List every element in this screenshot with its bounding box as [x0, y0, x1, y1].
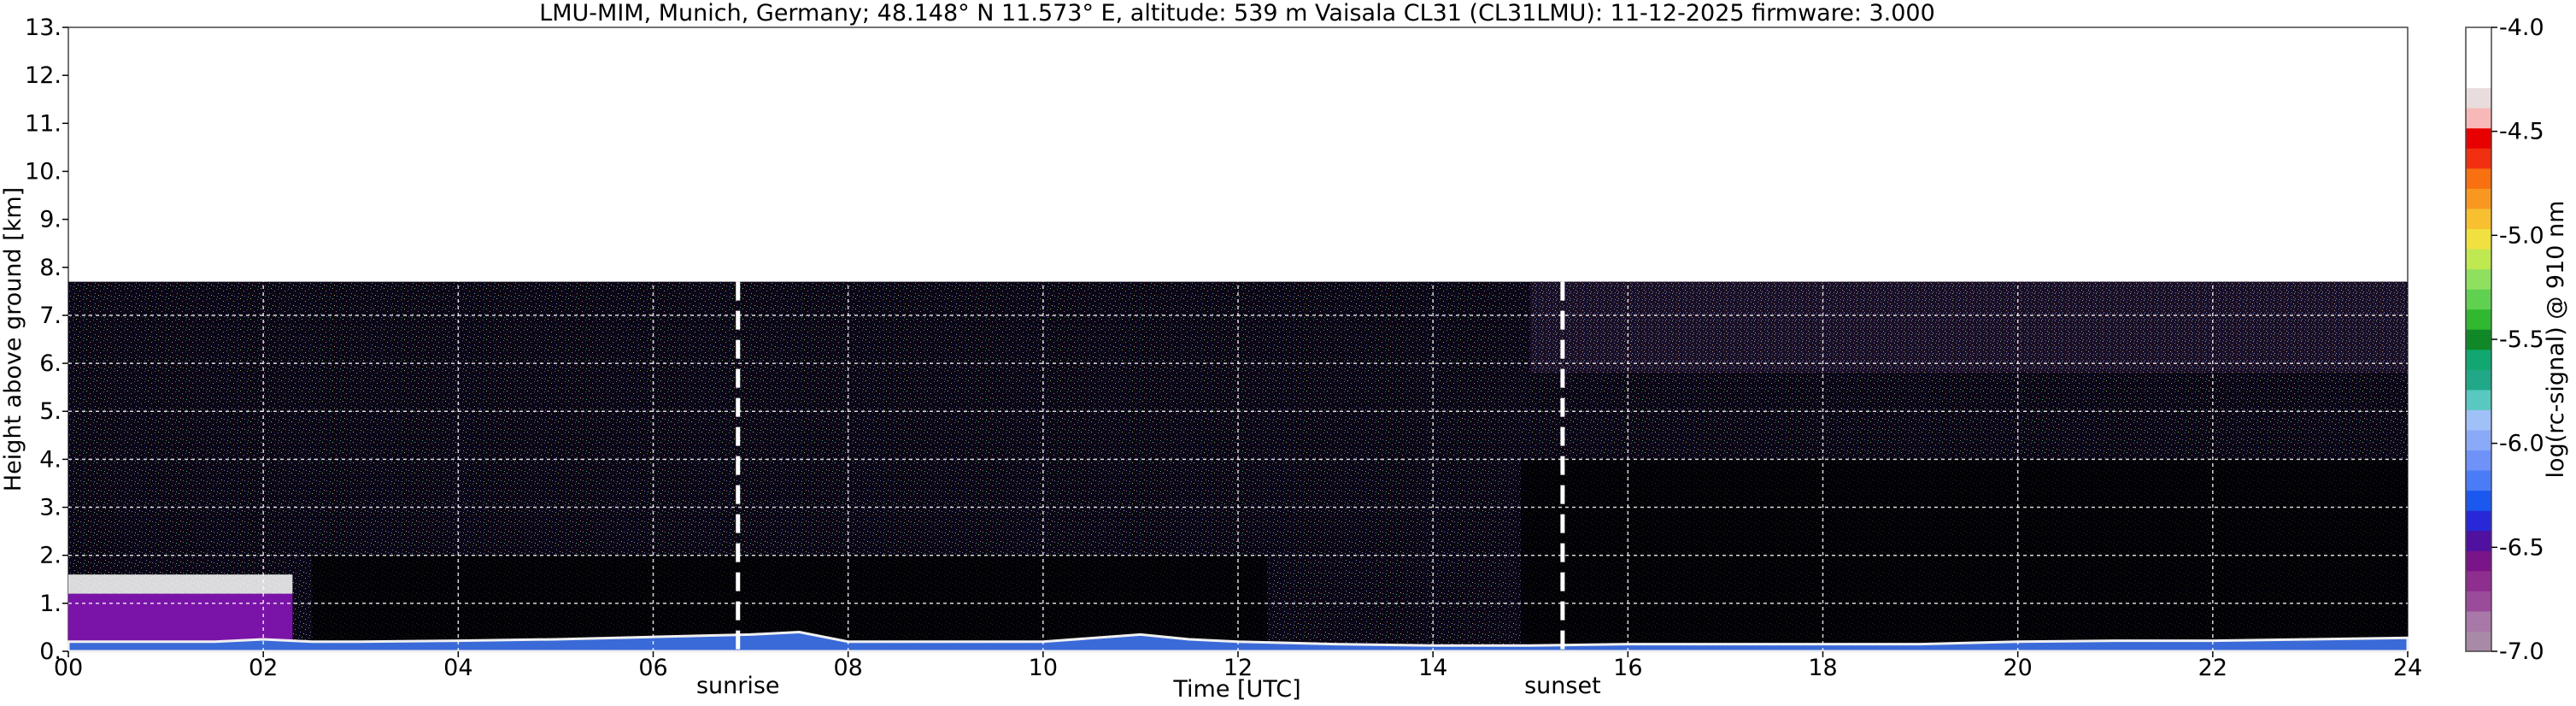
colorbar-segment	[2466, 329, 2491, 350]
colorbar-segment	[2466, 389, 2491, 410]
colorbar	[2465, 26, 2492, 652]
y-tick-label: 10.	[25, 158, 62, 185]
colorbar-segment	[2466, 127, 2491, 149]
x-tick-label: 00	[54, 655, 83, 681]
colorbar-segment	[2466, 631, 2491, 652]
x-tick-label: 04	[443, 655, 472, 681]
y-axis-label: Height above ground [km]	[0, 187, 26, 491]
y-tick-label: 1.	[39, 591, 62, 617]
y-tick-label: 11.	[25, 110, 62, 137]
colorbar-segment	[2466, 510, 2491, 532]
colorbar-segment	[2466, 570, 2491, 591]
colorbar-segment	[2466, 591, 2491, 612]
x-axis-label: Time [UTC]	[1172, 676, 1300, 703]
colorbar-segment	[2466, 188, 2491, 209]
colorbar-label: log(rc-signal) @ 910 nm	[2543, 201, 2569, 479]
x-tick-label: 02	[249, 655, 278, 681]
x-tick-label: 22	[2198, 655, 2227, 681]
y-tick-label: 8.	[39, 255, 62, 281]
colorbar-segment	[2466, 550, 2491, 572]
colorbar-tick-label: -4.5	[2499, 119, 2544, 145]
x-tick-label: 08	[833, 655, 862, 681]
annotation-label-sunset: sunset	[1524, 673, 1601, 699]
colorbar-segment	[2466, 349, 2491, 370]
grid	[68, 281, 2408, 651]
x-tick-label: 16	[1613, 655, 1642, 681]
colorbar-segment	[2466, 148, 2491, 169]
colorbar-segment	[2466, 249, 2491, 270]
colorbar-segment	[2466, 87, 2491, 109]
signal-dense-band	[1530, 281, 2408, 374]
low-cloud-edge	[68, 574, 293, 594]
y-tick-label: 0.	[39, 638, 62, 665]
y-tick-label: 7.	[39, 303, 62, 329]
y-tick-label: 3.	[39, 495, 62, 521]
boundary-layer	[67, 631, 2409, 653]
colorbar-segment	[2466, 289, 2491, 310]
x-tick-label: 18	[1808, 655, 1837, 681]
y-tick-label: 12.	[25, 62, 62, 89]
y-tick-label: 13.	[25, 15, 62, 41]
colorbar-segment	[2466, 369, 2491, 391]
colorbar-segment	[2466, 208, 2491, 229]
x-tick-label: 14	[1418, 655, 1447, 681]
colorbar-segment	[2466, 530, 2491, 551]
annotation-markers: sunrise sunset	[696, 281, 1601, 699]
y-tick-label: 6.	[39, 350, 62, 377]
x-tick-label: 24	[2393, 655, 2422, 681]
colorbar-segment	[2466, 309, 2491, 330]
x-tick-label: 06	[638, 655, 667, 681]
x-tick-label: 12	[1223, 655, 1253, 681]
colorbar-tick-label: -7.0	[2499, 638, 2544, 665]
y-tick-label: 4.	[39, 446, 62, 473]
colorbar-segment	[2466, 228, 2491, 250]
colorbar-segment	[2466, 450, 2491, 471]
colorbar-tick-label: -5.5	[2499, 327, 2544, 353]
colorbar-segment	[2466, 470, 2491, 491]
colorbar-segment	[2466, 108, 2491, 129]
y-ticks: 0. 1. 2. 3. 4. 5. 6. 7. 8. 9. 10. 11. 12. 13.	[25, 15, 68, 665]
colorbar-segment	[2466, 610, 2491, 632]
colorbar-tick-label: -5.0	[2499, 222, 2544, 249]
colorbar-segment	[2466, 409, 2491, 431]
annotation-label-sunrise: sunrise	[696, 673, 780, 699]
colorbar-tick-label: -6.5	[2499, 534, 2544, 561]
x-tick-label: 20	[2003, 655, 2032, 681]
colorbar-segment	[2466, 429, 2491, 451]
colorbar-tick-label: -4.0	[2499, 15, 2544, 41]
y-tick-label: 9.	[39, 207, 62, 233]
y-tick-label: 2.	[39, 543, 62, 569]
colorbar-segment	[2466, 27, 2491, 49]
y-tick-label: 5.	[39, 398, 62, 425]
colorbar-tick-label: -6.0	[2499, 431, 2544, 457]
x-tick-label: 10	[1029, 655, 1058, 681]
colorbar-segment	[2466, 168, 2491, 189]
colorbar-segment	[2466, 268, 2491, 290]
colorbar-segment	[2466, 47, 2491, 68]
colorbar-segment	[2466, 68, 2491, 89]
colorbar-segment	[2466, 490, 2491, 511]
chart-title: LMU-MIM, Munich, Germany; 48.148° N 11.5…	[539, 0, 1935, 26]
x-ticks: 00 02 04 06 08 10 12 14 16 18 20 22 24	[54, 651, 2422, 681]
colorbar-ticks: -7.0 -6.5 -6.0 -5.5 -5.0 -4.5 -4.0	[2491, 15, 2544, 665]
